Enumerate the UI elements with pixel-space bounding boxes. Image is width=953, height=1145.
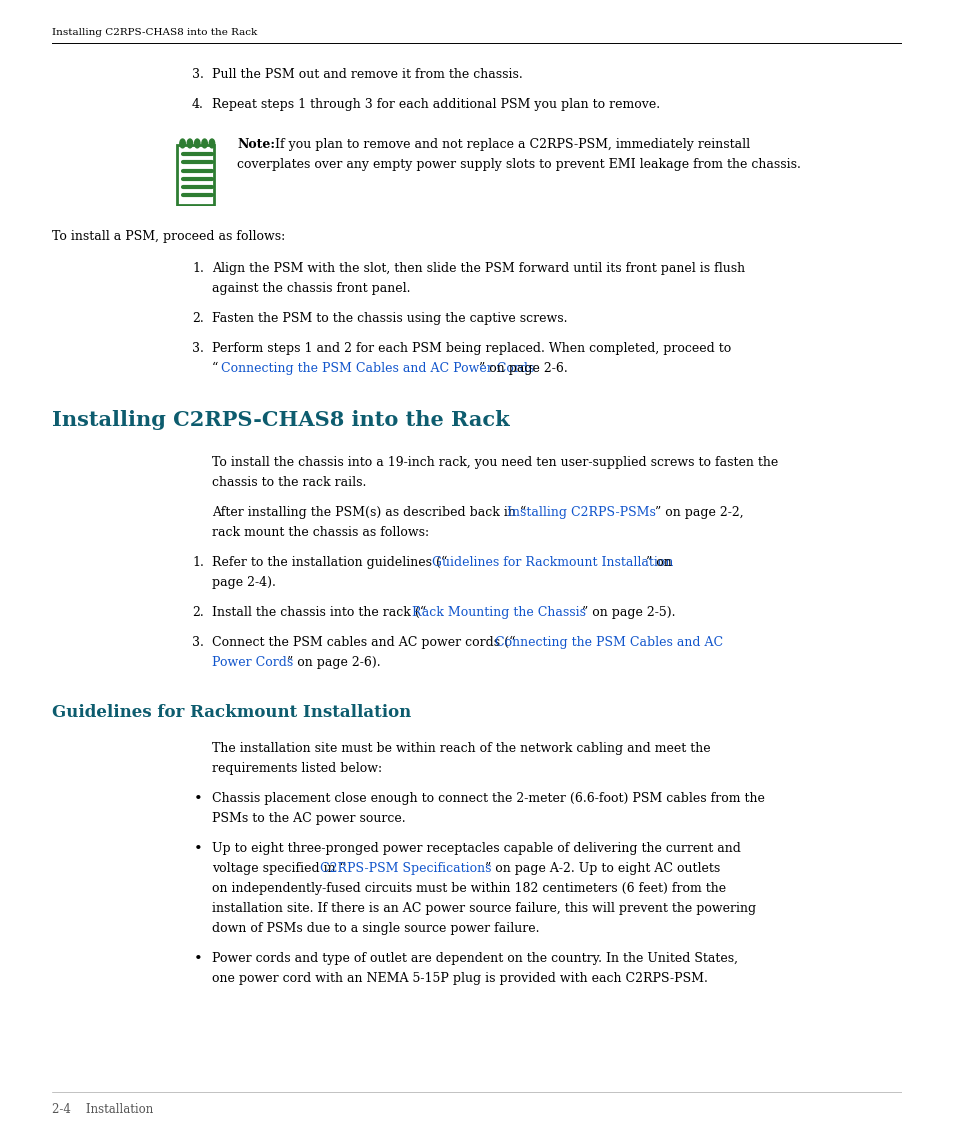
Text: Up to eight three-pronged power receptacles capable of delivering the current an: Up to eight three-pronged power receptac… <box>212 842 740 855</box>
Circle shape <box>202 139 207 148</box>
Text: Guidelines for Rackmount Installation: Guidelines for Rackmount Installation <box>52 704 411 721</box>
Text: Fasten the PSM to the chassis using the captive screws.: Fasten the PSM to the chassis using the … <box>212 311 567 325</box>
Text: requirements listed below:: requirements listed below: <box>212 763 382 775</box>
Text: Installing C2RPS-CHAS8 into the Rack: Installing C2RPS-CHAS8 into the Rack <box>52 410 509 431</box>
Text: PSMs to the AC power source.: PSMs to the AC power source. <box>212 812 405 826</box>
Text: Repeat steps 1 through 3 for each additional PSM you plan to remove.: Repeat steps 1 through 3 for each additi… <box>212 98 659 111</box>
Text: Connecting the PSM Cables and AC Power Cords: Connecting the PSM Cables and AC Power C… <box>221 362 534 376</box>
Text: 4.: 4. <box>192 98 204 111</box>
Text: 1.: 1. <box>192 556 204 569</box>
Text: Installing C2RPS-CHAS8 into the Rack: Installing C2RPS-CHAS8 into the Rack <box>52 27 257 37</box>
Text: ” on page A-2. Up to eight AC outlets: ” on page A-2. Up to eight AC outlets <box>484 862 720 875</box>
Text: ” on page 2-6).: ” on page 2-6). <box>287 656 380 669</box>
Circle shape <box>194 139 200 148</box>
Text: If you plan to remove and not replace a C2RPS-PSM, immediately reinstall: If you plan to remove and not replace a … <box>274 139 749 151</box>
Text: •: • <box>193 951 203 966</box>
Text: Power Cords: Power Cords <box>212 656 293 669</box>
Text: chassis to the rack rails.: chassis to the rack rails. <box>212 476 366 489</box>
Text: Note:: Note: <box>236 139 274 151</box>
Text: Pull the PSM out and remove it from the chassis.: Pull the PSM out and remove it from the … <box>212 68 522 81</box>
Text: 3.: 3. <box>192 68 204 81</box>
Text: page 2-4).: page 2-4). <box>212 576 275 589</box>
Circle shape <box>180 139 185 148</box>
Text: 2.: 2. <box>192 606 204 619</box>
Text: Perform steps 1 and 2 for each PSM being replaced. When completed, proceed to: Perform steps 1 and 2 for each PSM being… <box>212 342 731 355</box>
Text: installation site. If there is an AC power source failure, this will prevent the: installation site. If there is an AC pow… <box>212 902 756 915</box>
Text: down of PSMs due to a single source power failure.: down of PSMs due to a single source powe… <box>212 922 539 935</box>
Text: To install a PSM, proceed as follows:: To install a PSM, proceed as follows: <box>52 230 285 243</box>
Text: ” on page 2-5).: ” on page 2-5). <box>581 606 675 619</box>
Text: •: • <box>193 792 203 806</box>
Text: voltage specified in “: voltage specified in “ <box>212 862 346 875</box>
Text: •: • <box>193 842 203 856</box>
Text: The installation site must be within reach of the network cabling and meet the: The installation site must be within rea… <box>212 742 710 755</box>
Text: against the chassis front panel.: against the chassis front panel. <box>212 282 410 295</box>
Text: ” on page 2-6.: ” on page 2-6. <box>478 362 567 376</box>
Text: ” on: ” on <box>645 556 671 569</box>
Text: ” on page 2-2,: ” on page 2-2, <box>655 506 742 519</box>
Text: on independently-fused circuits must be within 182 centimeters (6 feet) from the: on independently-fused circuits must be … <box>212 882 725 895</box>
Text: 2.: 2. <box>192 311 204 325</box>
Text: Chassis placement close enough to connect the 2-meter (6.6-foot) PSM cables from: Chassis placement close enough to connec… <box>212 792 764 805</box>
Text: Guidelines for Rackmount Installation: Guidelines for Rackmount Installation <box>432 556 673 569</box>
Text: Install the chassis into the rack (“: Install the chassis into the rack (“ <box>212 606 426 619</box>
Text: 1.: 1. <box>192 262 204 275</box>
Text: Align the PSM with the slot, then slide the PSM forward until its front panel is: Align the PSM with the slot, then slide … <box>212 262 744 275</box>
Circle shape <box>187 139 193 148</box>
Circle shape <box>209 139 214 148</box>
FancyBboxPatch shape <box>177 144 213 205</box>
Text: After installing the PSM(s) as described back in “: After installing the PSM(s) as described… <box>212 506 526 519</box>
Text: Refer to the installation guidelines (“: Refer to the installation guidelines (“ <box>212 556 447 569</box>
Text: Rack Mounting the Chassis: Rack Mounting the Chassis <box>412 606 585 619</box>
Text: one power cord with an NEMA 5-15P plug is provided with each C2RPS-PSM.: one power cord with an NEMA 5-15P plug i… <box>212 972 707 985</box>
Text: C2RPS-PSM Specifications: C2RPS-PSM Specifications <box>319 862 491 875</box>
Text: 3.: 3. <box>192 342 204 355</box>
Text: coverplates over any empty power supply slots to prevent EMI leakage from the ch: coverplates over any empty power supply … <box>236 158 800 171</box>
Text: rack mount the chassis as follows:: rack mount the chassis as follows: <box>212 526 429 539</box>
Text: “: “ <box>212 362 218 376</box>
Text: 3.: 3. <box>192 635 204 649</box>
Text: Connect the PSM cables and AC power cords (“: Connect the PSM cables and AC power cord… <box>212 635 515 649</box>
Text: To install the chassis into a 19-inch rack, you need ten user-supplied screws to: To install the chassis into a 19-inch ra… <box>212 456 778 469</box>
Text: Installing C2RPS-PSMs: Installing C2RPS-PSMs <box>506 506 656 519</box>
Text: Connecting the PSM Cables and AC: Connecting the PSM Cables and AC <box>495 635 722 649</box>
Text: Power cords and type of outlet are dependent on the country. In the United State: Power cords and type of outlet are depen… <box>212 951 738 965</box>
Text: 2-4    Installation: 2-4 Installation <box>52 1103 153 1116</box>
